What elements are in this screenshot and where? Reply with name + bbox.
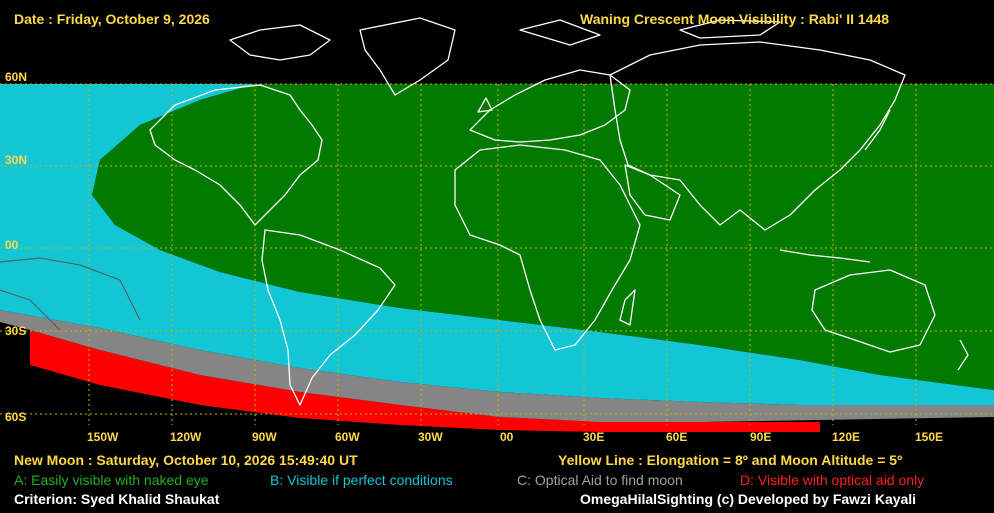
new-moon-label: New Moon : Saturday, October 10, 2026 15… [14,452,358,468]
criterion-label: Criterion: Syed Khalid Shaukat [14,491,220,507]
map-title: Waning Crescent Moon Visibility : Rabi' … [580,11,890,27]
lon-label-90e: 90E [750,430,772,444]
legend-zone-a: A: Easily visible with naked eye [14,472,209,488]
greenland-coast [359,17,456,96]
lat-label-30n: 30N [5,153,28,167]
lon-label-60w: 60W [335,430,360,444]
credit-label: OmegaHilalSighting (c) Developed by Fawz… [580,491,917,507]
madagascar-coast [619,289,636,326]
lon-label-90w: 90W [252,430,277,444]
lat-lon-grid [0,83,994,425]
yellow-line-label: Yellow Line : Elongation = 8º and Moon A… [558,452,903,468]
lat-label-30s: 30S [5,324,27,338]
legend-zone-d: D: Visible with optical aid only [740,472,925,488]
legend-zone-b: B: Visible if perfect conditions [270,472,453,488]
lon-label-60e: 60E [666,430,688,444]
zone-d-band [30,330,820,432]
africa-coast [454,144,641,351]
lat-label-60s: 60S [5,410,27,424]
lon-label-150e: 150E [915,430,944,444]
europe-coast [469,69,631,143]
south-america-coast [261,229,396,406]
lon-label-150w: 150W [87,430,119,444]
legend-zone-c: C: Optical Aid to find moon [517,472,683,488]
lat-label-00: 00 [5,238,19,252]
lat-label-60n: 60N [5,70,28,84]
north-america-coast [149,84,323,226]
lon-label-00: 00 [500,430,514,444]
date-label: Date : Friday, October 9, 2026 [14,11,210,27]
japan-coast [864,109,891,151]
lon-label-120w: 120W [170,430,202,444]
lon-label-120e: 120E [832,430,861,444]
zone-b-band [0,84,994,405]
lon-label-30w: 30W [418,430,443,444]
australia-coast [811,269,936,353]
lon-label-30e: 30E [583,430,605,444]
new-zealand-coast [957,339,969,371]
arctic-islands-coast [229,19,781,61]
arabia-coast [624,164,681,221]
uk-coast [477,97,493,113]
indonesia-coast [779,249,871,263]
coastlines [149,17,969,406]
borders [0,257,141,331]
